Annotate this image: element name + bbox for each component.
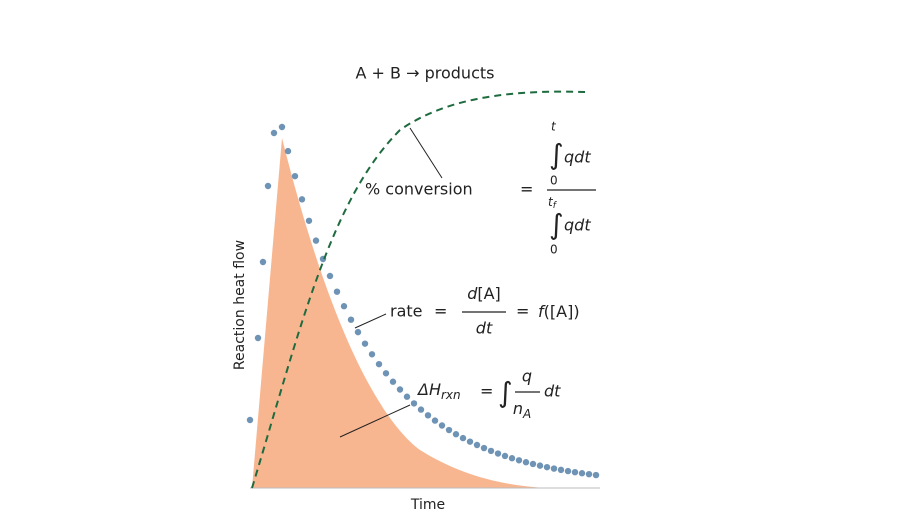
dot [333,288,341,295]
dot [361,340,369,347]
dot [305,217,313,224]
dot [543,463,551,471]
dot [438,422,446,429]
n-sub: A [522,407,531,421]
dot [417,406,425,413]
dot [270,129,278,137]
dot [550,465,558,472]
pointer [339,404,411,438]
dot [459,434,467,442]
y-axis-label: Reaction heat flow [232,240,248,370]
numerator: d[A] [467,284,501,303]
dot [557,466,565,474]
upper-limit-t: t [548,195,554,209]
pointer [354,313,387,329]
equals: = [434,302,447,321]
dot [375,360,383,368]
equals: = [520,180,533,199]
dot [264,182,272,190]
heat-flow-area [252,138,545,488]
dot [452,431,460,438]
differential: dt [544,382,561,401]
equals: = [516,302,529,321]
function: f([A]) [538,302,580,321]
dot [564,467,572,475]
dot [312,237,320,244]
upper-limit: t [551,120,557,134]
integral: ∫ [549,208,564,241]
dot [284,147,292,155]
integral: ∫ [549,138,564,171]
dot [389,378,397,385]
integrand: qdt [564,216,591,235]
dot [254,334,262,342]
concentration: [A] [477,284,500,303]
dot [368,351,376,358]
numerator: q [522,367,532,386]
dot [473,441,481,449]
lower-limit: 0 [550,243,558,257]
dot [585,470,593,478]
n: n [513,399,523,418]
d: d [467,284,478,303]
dot [298,196,306,203]
dot [487,447,495,455]
conversion-label: % conversion [365,180,473,199]
dot [529,460,537,468]
enthalpy-symbol: ΔHrxn [416,380,461,402]
func-arg: ([A]) [544,302,580,321]
dot [326,272,334,280]
dot [578,470,586,477]
title: A + B → products [356,64,495,83]
denominator: dt [476,319,493,338]
dot [291,172,299,180]
rate-label: rate [390,302,423,321]
dot [515,457,523,464]
dot [445,426,453,434]
dot [403,393,411,400]
integrand: qdt [564,148,591,167]
dot [592,471,600,479]
dot [466,438,474,445]
heat-flow-dots [246,123,600,479]
dot [246,416,254,424]
dot [354,328,362,336]
x-axis-label: Time [410,497,445,513]
dot [480,444,488,452]
lower-limit: 0 [550,174,558,188]
dot [536,462,544,469]
dot [382,370,390,377]
upper-limit-sub: f [553,201,558,211]
pointer [409,127,443,179]
dot [278,123,286,131]
equals: = [480,382,493,401]
dot [424,412,432,419]
dot [501,452,509,460]
upper-limit: tf [548,195,558,211]
denominator: nA [513,399,531,421]
conversion-curve [251,90,586,489]
integral: ∫ [498,376,513,409]
dot [259,258,267,266]
dot [347,316,355,323]
dot [508,455,516,462]
delta-h-sub: rxn [441,388,461,402]
dot [396,386,404,393]
dot [410,400,418,407]
dot [522,459,530,466]
dot [431,417,439,424]
dot [340,303,348,310]
func: f [538,302,546,321]
delta-h: ΔH [416,380,441,399]
dot [494,450,502,457]
dot [571,468,579,476]
